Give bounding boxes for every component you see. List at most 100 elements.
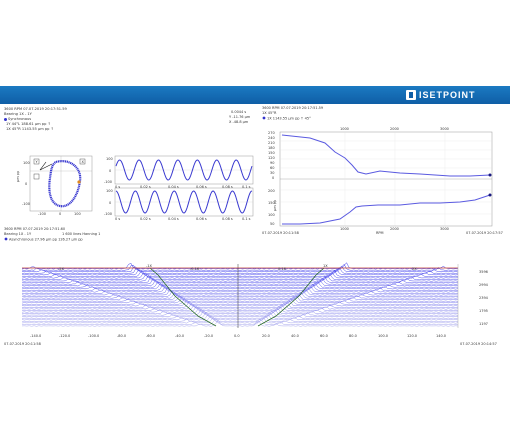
cascade-spectrum-line	[21, 293, 459, 301]
orbit-row-1y: 1Y 44°L 188.61 µm pp ↑	[6, 122, 51, 126]
cascade-xtick-1: -120.0	[59, 334, 70, 338]
bode-end-time: 07.07.2019 20:17:57	[466, 231, 503, 235]
orbit-legend-label: Synchronous	[8, 117, 32, 121]
cascade-spectrum-line	[21, 296, 459, 304]
cursor-readout-x: X -48.8 µm	[229, 120, 249, 124]
orbit-y-marker: Y	[36, 160, 39, 164]
rpm-tick-1: 2994	[479, 283, 489, 287]
phase-ytick-8: 30	[270, 171, 274, 175]
cascade-spectrum-line	[21, 280, 459, 288]
legend-dot-icon	[4, 117, 7, 121]
cascade-spectrum-line	[21, 263, 459, 271]
cascade-spectrum-line	[21, 311, 459, 319]
cascade-xtick-6: -20.0	[204, 334, 213, 338]
cascade-spectrum-line	[21, 279, 459, 287]
cascade-spectrum-line	[21, 308, 459, 316]
amp-ytick-0: 200	[268, 189, 275, 193]
wave-bot-ytick-0: 100	[106, 189, 113, 193]
phase-ytick-0: 270	[268, 131, 275, 135]
cascade-xtick-11: 80.0	[349, 334, 357, 338]
setpoint-logo-icon	[406, 90, 416, 100]
orbit-ytick-0: 100	[23, 161, 30, 165]
cascade-spectrum-line	[21, 299, 459, 307]
cascade-xtick-12: 100.0	[378, 334, 388, 338]
bode-legend: 1X 1143.55 µm pp ↑ 45°	[267, 117, 311, 121]
cascade-legend: Asynchronous 27.96 µm pp 126.27 µm pp	[9, 238, 83, 242]
waveform-plot-bottom[interactable]: 100 0 -100	[104, 187, 254, 217]
wave-xtick-3: 0.06 s	[196, 185, 207, 189]
cascade-spectrum-line	[21, 282, 459, 290]
orbit-legend: Synchronous	[4, 117, 31, 122]
cascade-spectrum-line	[21, 310, 458, 318]
bode-bot-xtick-0: 1000	[340, 227, 349, 231]
wave-top-ytick-2: -100	[104, 180, 112, 184]
cascade-header: 3600 RPM 07.07.2019 20:17:51.60	[4, 227, 65, 231]
cascade-xtick-7: 0.0	[234, 334, 240, 338]
cascade-spectrum-line	[21, 269, 459, 277]
wave-xtick-5: 0.1 s	[242, 185, 251, 189]
cascade-spectrum-line	[21, 273, 459, 281]
wave-bot-xtick-5: 0.1 s	[242, 217, 251, 221]
phase-ytick-4: 150	[268, 151, 275, 155]
brand-logo: ISETPOINT	[406, 89, 476, 101]
cascade-spectrum-line	[21, 307, 459, 315]
order-label-5: 2X	[412, 267, 417, 271]
orbit-xtick-0: -100	[38, 212, 46, 216]
bode-start-time: 07.07.2019 20:11:58	[262, 231, 299, 235]
bode-top-xtick-1: 2000	[390, 127, 399, 131]
cascade-xtick-3: -80.0	[117, 334, 126, 338]
cascade-xtick-9: 40.0	[291, 334, 299, 338]
cascade-xtick-13: 120.0	[407, 334, 417, 338]
wave-xtick-1: 0.02 s	[140, 185, 151, 189]
cascade-spectrum-line	[21, 271, 459, 279]
phase-ytick-1: 240	[268, 136, 275, 140]
bode-header: 3600 RPM 07.07.2019 20:17:51.59	[262, 106, 323, 110]
bode-phase-yticks: 270 240 210 180 150 120 90 60 30 0	[268, 131, 275, 180]
orbit-ytick-1: 0	[25, 182, 27, 186]
wave-xtick-2: 0.04 s	[168, 185, 179, 189]
order-label-2: 0.16	[278, 267, 286, 271]
phase-ytick-7: 60	[270, 166, 274, 170]
cascade-xtick-5: -40.0	[175, 334, 184, 338]
waveform-bottom-line	[115, 190, 253, 214]
rpm-tick-0: 3596	[479, 270, 488, 274]
bode-plot[interactable]	[279, 131, 493, 227]
cascade-spectrum-line	[21, 316, 459, 324]
order-label-3: 1X	[323, 264, 328, 268]
plots-canvas: Y X µm pp 100 0 -100 -100 0 100 0.0044 s…	[4, 106, 503, 346]
cascade-start-time: 07.07.2019 20:11:58	[4, 342, 41, 346]
orbit-ytick-2: -100	[22, 202, 30, 206]
bode-legend-dot-icon	[262, 116, 266, 120]
cascade-bearing: Bearing 1X - 1Y	[4, 232, 32, 236]
wave-bot-ytick-1: 0	[109, 201, 111, 205]
orbit-xtick-1: 0	[59, 212, 61, 216]
cascade-spectrum-line	[21, 313, 459, 321]
cascade-spectrum-line	[21, 319, 459, 327]
rpm-tick-3: 1795	[479, 309, 488, 313]
cascade-spectrum-line	[21, 277, 459, 285]
cascade-xtick-8: 20.0	[262, 334, 270, 338]
amp-ytick-3: 50	[270, 222, 274, 226]
phase-ytick-2: 210	[268, 141, 275, 145]
wave-bot-xtick-1: 0.02 s	[140, 217, 151, 221]
monitoring-app: ISETPOINT 3600 RPM 07.07.2019 20:17:51.5…	[0, 86, 510, 356]
order-label-0: -1X	[146, 264, 152, 268]
waveform-plot-top[interactable]: 100 0 -100	[104, 155, 254, 185]
phase-ytick-3: 180	[268, 146, 275, 150]
cascade-plot[interactable]	[21, 262, 459, 328]
rpm-tick-2: 2394	[479, 296, 489, 300]
order-label-4: -2X	[58, 267, 64, 271]
orbit-ylabel: µm pp	[16, 170, 20, 182]
bode-amp-yticks: 200 150 100 50	[268, 189, 275, 226]
orbit-row-1x: 1X 45°R 1143.55 µm pp ↑	[6, 127, 54, 131]
cascade-xtick-14: 140.0	[436, 334, 446, 338]
amp-ytick-2: 100	[268, 213, 275, 217]
orbit-xtick-2: 100	[74, 212, 81, 216]
cursor-readout-time: 0.0044 s	[231, 110, 246, 114]
phase-ytick-9: 0	[272, 176, 274, 180]
cascade-spectrum-line	[21, 285, 459, 293]
cascade-spectrum-line	[21, 297, 459, 305]
cascade-spectrum-line	[21, 262, 459, 270]
orbit-plot[interactable]: Y X µm pp 100 0 -100 -100 0 100	[16, 155, 93, 216]
cascade-info: 1 600 lines Hanning 1	[62, 232, 100, 236]
